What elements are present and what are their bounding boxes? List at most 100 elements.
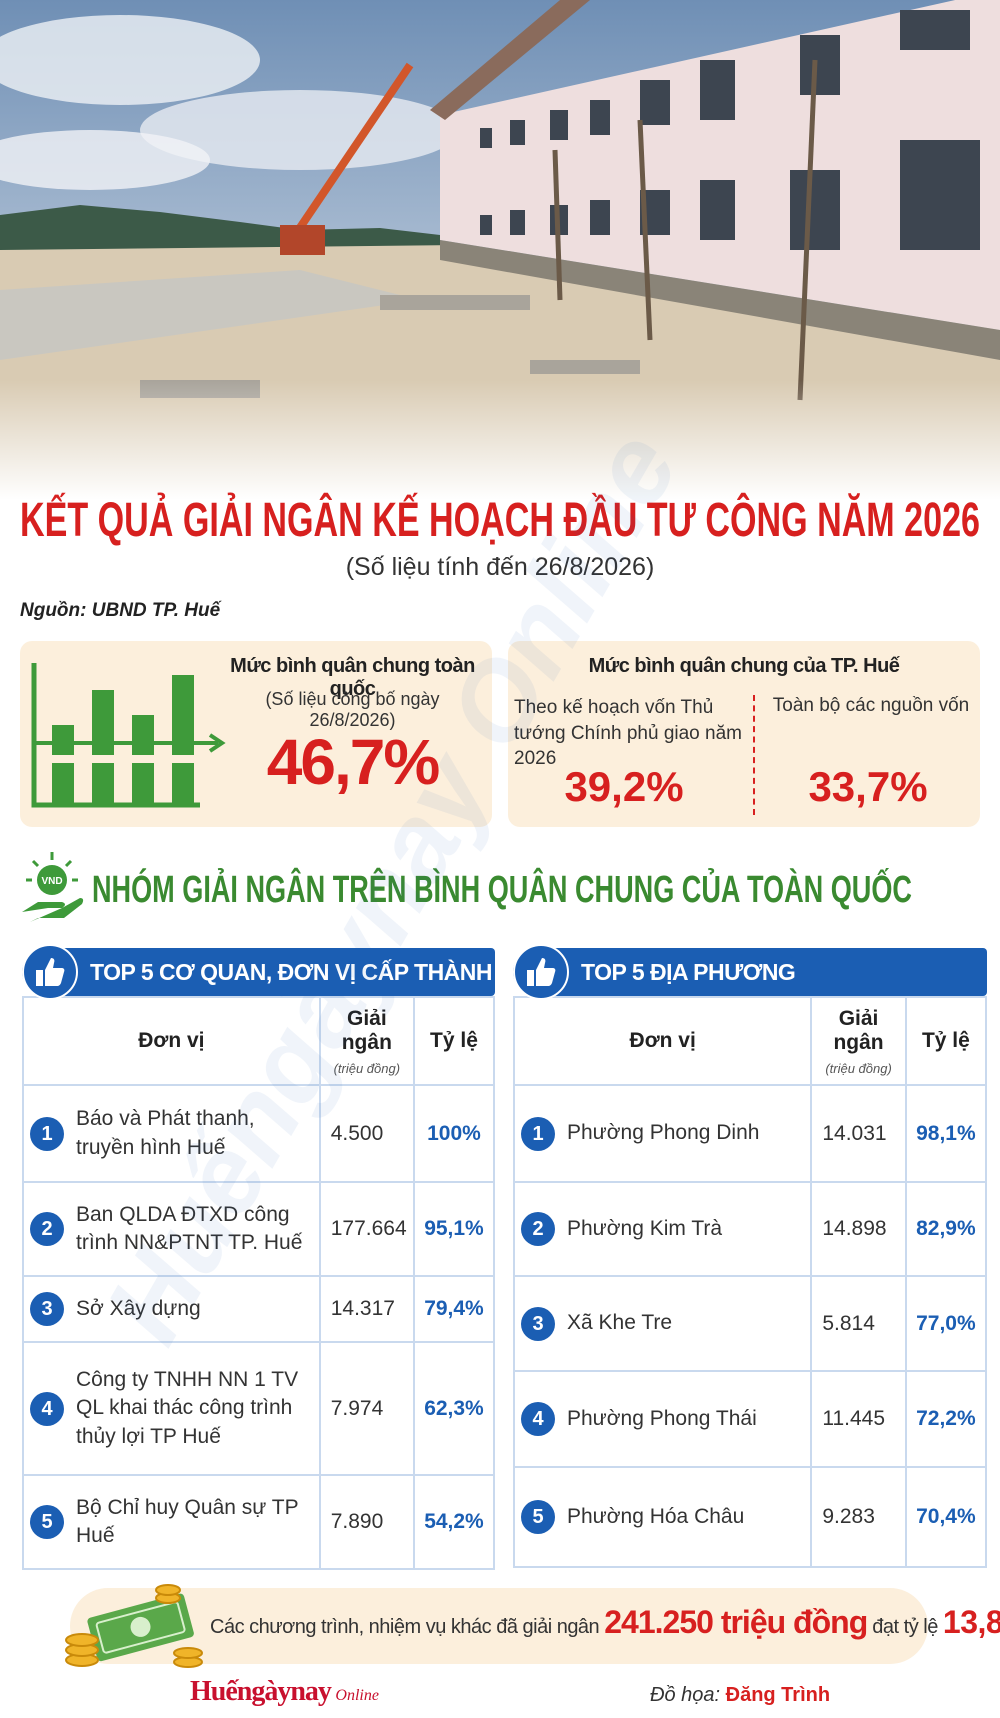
name-cell: 3 Sở Xây dựng (30, 1292, 311, 1326)
amount: 11.445 (810, 1370, 907, 1468)
rate: 70,4% (904, 1466, 988, 1568)
rank-badge: 1 (521, 1116, 555, 1151)
name-cell: 2 Ban QLDA ĐTXD công trình NN&PTNT TP. Hu… (30, 1201, 311, 1258)
footer-box (70, 1588, 928, 1664)
unit-name: Phường Kim Trà (567, 1216, 723, 1240)
table-title: TOP 5 CƠ QUAN, ĐƠN VỊ CẤP THÀNH PHỐ (22, 944, 547, 1000)
amount: 14.031 (810, 1084, 907, 1183)
tbody: 1 Báo và Phát thanh, truyền hình Huế 4.500… (22, 1084, 496, 1570)
cell: 5 Bộ Chỉ huy Quân sự TP Huế (22, 1474, 321, 1570)
amount: 14.898 (810, 1181, 907, 1277)
rank-badge: 5 (521, 1500, 555, 1534)
table-row: 5 Phường Hóa Châu 9.283 70,4% (512, 1466, 988, 1568)
cell: 2 Ban QLDA ĐTXD công trình NN&PTNT TP. Hu… (22, 1181, 321, 1277)
national-box: Mức bình quân chung toàn quốc (Số liệu c… (20, 641, 492, 827)
tbody: 1 Phường Phong Dinh 14.031 98,1% 2 Phường Kim… (512, 1084, 988, 1568)
graphics-credit: Đồ họa: Đăng Trình (650, 1684, 830, 1707)
footer-line: Các chương trình, nhiệm vụ khác đã giải … (210, 1604, 1000, 1641)
unit-name: Xã Khe Tre (567, 1311, 673, 1335)
city-item-value: 39,2% (564, 763, 684, 810)
cell: 3 Xã Khe Tre (512, 1275, 813, 1372)
city-item-label: Theo kế hoạch vốn Thủ tướng Chính phủ gi… (514, 697, 742, 770)
unit-name: Phường Phong Thái (567, 1406, 757, 1430)
rank-badge: 3 (521, 1306, 555, 1341)
cell: 1 Phường Phong Dinh (512, 1084, 813, 1183)
column-header: Đơn vị (512, 996, 813, 1086)
ranking-table: TOP 5 CƠ QUAN, ĐƠN VỊ CẤP THÀNH PHỐ Đơn v… (22, 944, 547, 1570)
thead: Đơn vị Giải ngân (triệu đồng) Tỷ lệ (22, 996, 496, 1086)
national-label: Mức bình quân chung toàn quốc (230, 655, 475, 700)
table-row: 5 Bộ Chỉ huy Quân sự TP Huế 7.890 54,2% (22, 1474, 496, 1570)
divider (753, 695, 755, 815)
cell: 4 Phường Phong Thái (512, 1370, 813, 1468)
column-header: Tỷ lệ (412, 996, 496, 1086)
header-row: Đơn vị Giải ngân (triệu đồng) Tỷ lệ (22, 996, 496, 1086)
name-cell: 3 Xã Khe Tre (521, 1306, 802, 1341)
source: Nguồn: UBND TP. Huế (20, 600, 221, 621)
amount: 7.890 (318, 1474, 415, 1570)
national-note: (Số liệu công bố ngày 26/8/2026) (265, 689, 440, 730)
name-cell: 2 Phường Kim Trà (521, 1212, 802, 1246)
rate: 77,0% (904, 1275, 988, 1372)
amount: 9.283 (810, 1466, 907, 1568)
column-header: Giải ngân (triệu đồng) (318, 996, 415, 1086)
rate: 82,9% (904, 1181, 988, 1277)
header-row: Đơn vị Giải ngân (triệu đồng) Tỷ lệ (512, 996, 988, 1086)
column-unit: (triệu đồng) (825, 1060, 892, 1076)
name-cell: 1 Báo và Phát thanh, truyền hình Huế (30, 1105, 311, 1162)
column-header-text: Giải ngân (833, 1006, 884, 1054)
table-row: 2 Phường Kim Trà 14.898 82,9% (512, 1181, 988, 1277)
thead: Đơn vị Giải ngân (triệu đồng) Tỷ lệ (512, 996, 988, 1086)
cell: 3 Sở Xây dựng (22, 1275, 321, 1343)
rank-badge: 4 (521, 1402, 555, 1436)
graphics-label: Đồ họa: (650, 1684, 721, 1706)
column-header: Giải ngân (triệu đồng) (810, 996, 907, 1086)
name-cell: 4 Phường Phong Thái (521, 1402, 802, 1436)
title-box: KẾT QUẢ GIẢI NGÂN KẾ HOẠCH ĐẦU TƯ CÔNG N… (20, 492, 980, 547)
table-row: 1 Phường Phong Dinh 14.031 98,1% (512, 1084, 988, 1183)
footer-amount: 241.250 triệu đồng (604, 1604, 868, 1640)
cell: 2 Phường Kim Trà (512, 1181, 813, 1277)
cell: 5 Phường Hóa Châu (512, 1466, 813, 1568)
rank-badge: 3 (30, 1292, 64, 1326)
city-item-label: Toàn bộ các nguồn vốn (772, 695, 970, 716)
column-header: Đơn vị (22, 996, 321, 1086)
name-cell: 4 Công ty TNHH NN 1 TV QL khai thác công … (30, 1366, 311, 1451)
rate: 100% (412, 1084, 496, 1183)
name-cell: 5 Phường Hóa Châu (521, 1500, 802, 1534)
amount: 4.500 (318, 1084, 415, 1183)
column-header-text: Giải ngân (341, 1006, 392, 1054)
cell: 1 Báo và Phát thanh, truyền hình Huế (22, 1084, 321, 1183)
rank-badge: 4 (30, 1391, 64, 1426)
amount: 177.664 (318, 1181, 415, 1277)
rate: 54,2% (412, 1474, 496, 1570)
unit-name: Báo và Phát thanh, truyền hình Huế (76, 1107, 255, 1159)
section-title-box: NHÓM GIẢI NGÂN TRÊN BÌNH QUÂN CHUNG CỦA … (92, 866, 912, 911)
unit-name: Phường Phong Dinh (567, 1121, 760, 1145)
city-box: Mức bình quân chung của TP. Huế Theo kế … (508, 641, 980, 827)
header-photo (0, 0, 1000, 500)
rank-badge: 2 (521, 1212, 555, 1246)
table-row: 4 Phường Phong Thái 11.445 72,2% (512, 1370, 988, 1468)
rate: 98,1% (904, 1084, 988, 1183)
brand: Huếngàynay Online (190, 1676, 379, 1708)
amount: 5.814 (810, 1275, 907, 1372)
name-cell: 5 Bộ Chỉ huy Quân sự TP Huế (30, 1494, 311, 1551)
table-row: 3 Xã Khe Tre 5.814 77,0% (512, 1275, 988, 1372)
chart-icon (31, 663, 226, 808)
money-hand-icon: VND (22, 852, 84, 922)
footer-rate-text: đạt tỷ lệ (872, 1616, 938, 1638)
cell: 4 Công ty TNHH NN 1 TV QL khai thác công … (22, 1341, 321, 1476)
section-title: NHÓM GIẢI NGÂN TRÊN BÌNH QUÂN CHUNG CỦA … (92, 866, 912, 911)
ranking-table: TOP 5 ĐỊA PHƯƠNG Đơn vị Giải ngân (triệu đồ… (512, 944, 988, 1568)
graphics-author: Đăng Trình (725, 1684, 831, 1706)
name-cell: 1 Phường Phong Dinh (521, 1116, 802, 1151)
column-unit: (triệu đồng) (333, 1060, 401, 1076)
thumb-icon (513, 944, 569, 1000)
icon-label: VND (41, 876, 62, 887)
table-row: 3 Sở Xây dựng 14.317 79,4% (22, 1275, 496, 1343)
rank-badge: 1 (30, 1116, 64, 1151)
column-header: Tỷ lệ (904, 996, 988, 1086)
national-value: 46,7% (266, 726, 440, 798)
